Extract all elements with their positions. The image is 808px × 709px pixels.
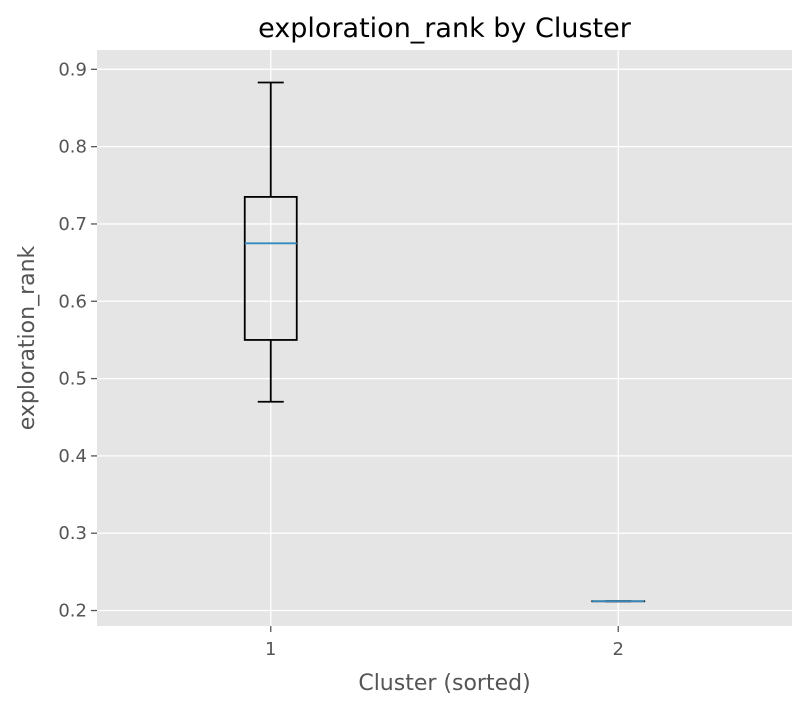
axis-ticks: 0.2 0.3 0.4 0.5 0.6 0.7 0.8 0.9 1 2	[58, 59, 624, 660]
y-tick-label: 0.3	[58, 523, 87, 544]
y-axis-label: exploration_rank	[15, 245, 40, 430]
y-tick-label: 0.2	[58, 601, 87, 622]
x-tick-label: 2	[613, 639, 624, 660]
y-tick-label: 0.6	[58, 291, 87, 312]
y-tick-label: 0.7	[58, 214, 87, 235]
plot-area	[97, 50, 792, 626]
chart-title: exploration_rank by Cluster	[258, 13, 632, 44]
boxes	[243, 81, 646, 603]
x-axis-label: Cluster (sorted)	[358, 671, 530, 696]
y-tick-label: 0.9	[58, 59, 87, 80]
y-tick-label: 0.5	[58, 369, 87, 390]
box-cluster-1	[243, 81, 298, 403]
y-tick-label: 0.8	[58, 137, 87, 158]
y-tick-label: 0.4	[58, 446, 87, 467]
gridlines	[97, 50, 792, 626]
x-tick-label: 1	[265, 639, 276, 660]
iqr-box	[243, 195, 298, 341]
